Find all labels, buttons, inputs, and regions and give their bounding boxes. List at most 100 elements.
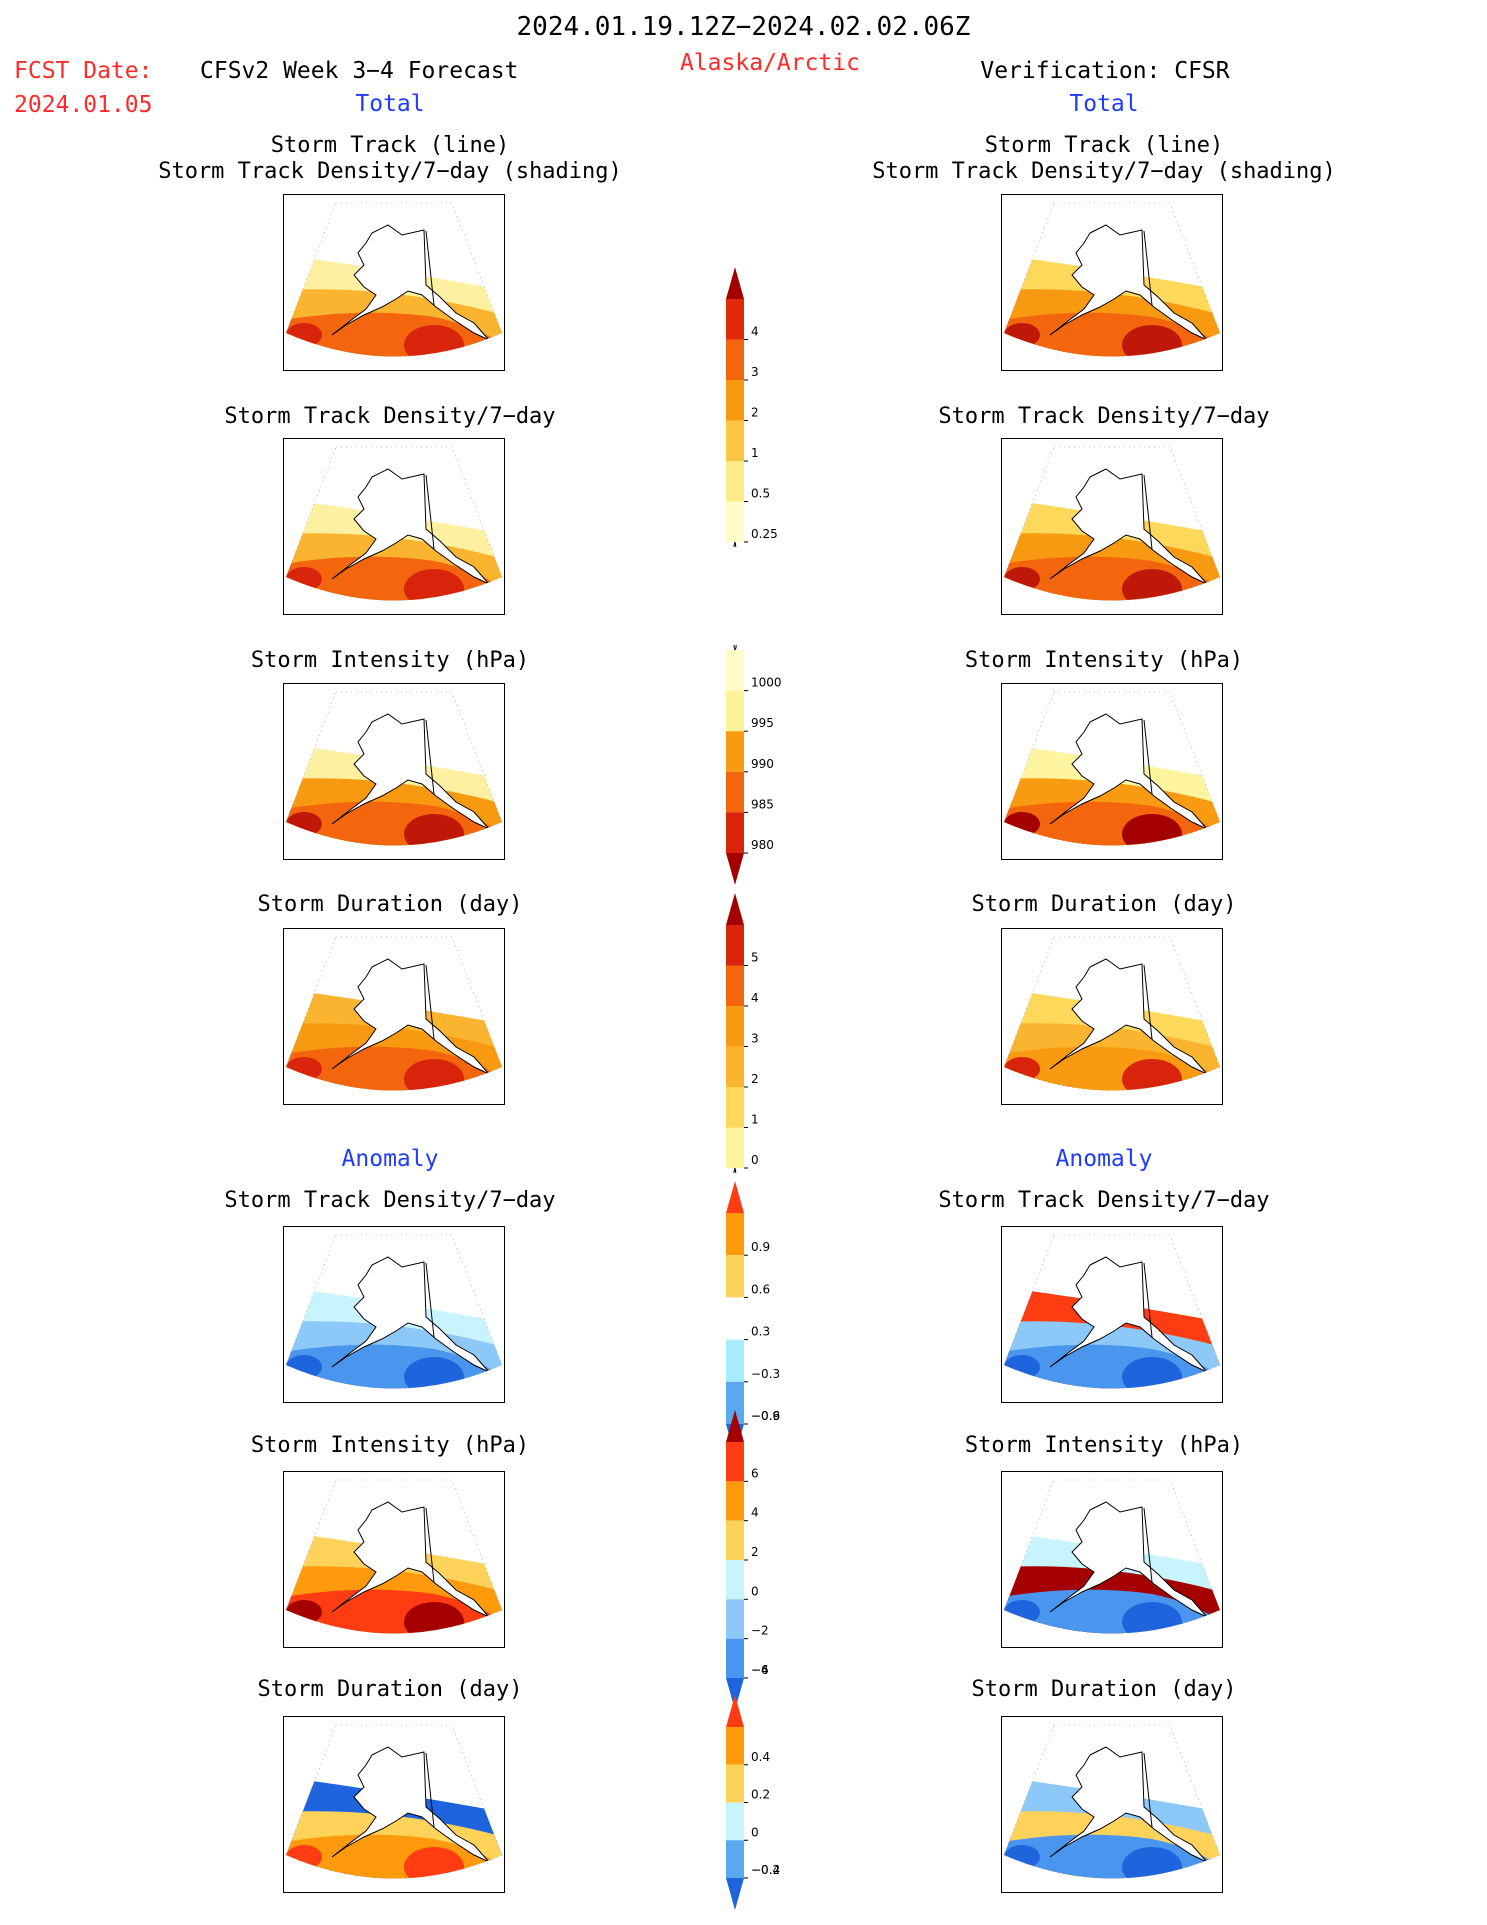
colorbar-duration-anom: 0.4 0.2 0 −0.2−0.4 [726, 1695, 780, 1910]
shade-core-west [1004, 1355, 1040, 1379]
map-panel [1001, 683, 1223, 860]
colorbar-box [726, 1727, 744, 1765]
colorbar-tick-label: 990 [751, 757, 774, 771]
canada-border [1143, 1752, 1153, 1828]
canada-border [1143, 1507, 1153, 1583]
colorbar-box [726, 1520, 744, 1560]
canada-border [1143, 1262, 1153, 1338]
alaska-coastline [1049, 468, 1208, 585]
colorbar-box [726, 1255, 744, 1298]
map-shading [1004, 1480, 1220, 1634]
shade-core [1122, 814, 1182, 846]
title-track-line-left: Storm Track (line) [270, 133, 510, 158]
fcst-date-label: FCST Date: [14, 58, 153, 84]
canada-border [1143, 230, 1153, 306]
map-svg [1003, 936, 1221, 1091]
alaska-coastline [1049, 1501, 1208, 1618]
map-shading [1004, 1725, 1220, 1879]
shade-core-west [1004, 567, 1040, 591]
colorbar-tick-label: 0.2 [751, 1788, 770, 1802]
map-shading [286, 1480, 502, 1634]
map-panel [1001, 1471, 1223, 1648]
anomaly-label-left: Anomaly [341, 1146, 439, 1172]
colorbar-tick-label: 980 [751, 838, 774, 852]
period-title: 2024.01.19.12Z−2024.02.02.06Z [516, 12, 971, 42]
canada-border [425, 1752, 435, 1828]
colorbar-box [726, 1297, 744, 1340]
colorbar-box [726, 771, 744, 813]
colorbar-arrow-top [726, 267, 744, 299]
map-shading [286, 203, 502, 357]
map-panel [283, 438, 505, 615]
shade-core-west [1004, 323, 1040, 347]
colorbar-tick-label: 995 [751, 716, 774, 730]
shade-core-west [286, 1355, 322, 1379]
title-duration-right: Storm Duration (day) [971, 892, 1237, 917]
colorbar-tick-label: 0.3 [751, 1325, 770, 1339]
map-svg [1003, 691, 1221, 846]
canada-border [1143, 474, 1153, 550]
colorbar-box [726, 339, 744, 380]
shade-core [404, 1357, 464, 1389]
total-label-right: Total [1069, 91, 1139, 117]
colorbar-duration-total: 5 4 3 2 1 0 [726, 893, 759, 1173]
shade-core [404, 1059, 464, 1091]
total-label-left: Total [355, 91, 425, 117]
map-panel [1001, 928, 1223, 1105]
colorbar-tick-label: 3 [751, 1032, 759, 1046]
alaska-coastline [331, 224, 490, 341]
map-panel [1001, 194, 1223, 371]
title-intensity-anom-right: Storm Intensity (hPa) [964, 1433, 1244, 1458]
map-svg [285, 936, 503, 1091]
colorbar-tick-label: 5 [751, 951, 759, 965]
colorbar-tick-label: −2 [751, 1624, 769, 1638]
colorbar-tick-label: 0.6 [751, 1282, 770, 1296]
shade-core [1122, 1602, 1182, 1634]
title-track-line-right: Storm Track (line) [984, 133, 1224, 158]
colorbar-tick-label: 0 [751, 1584, 759, 1598]
colorbar-box [726, 965, 744, 1006]
map-svg [1003, 1479, 1221, 1634]
shade-core-west [1004, 1600, 1040, 1624]
map-svg [1003, 1724, 1221, 1879]
alaska-coastline [1049, 713, 1208, 830]
title-density-right: Storm Track Density/7−day [938, 404, 1270, 429]
colorbar-tick-label: 0.4 [751, 1750, 770, 1764]
colorbar-box [726, 1213, 744, 1256]
colorbar-tick-label: −0.3 [751, 1367, 780, 1381]
colorbar-tail-bottom [733, 1167, 737, 1173]
colorbar-box [726, 1481, 744, 1521]
colorbar-box [726, 731, 744, 772]
map-svg [285, 1724, 503, 1879]
map-shading [1004, 1235, 1220, 1389]
title-density-anom-left: Storm Track Density/7−day [224, 1188, 556, 1213]
colorbar-tick-label: −0.9 [751, 1409, 780, 1423]
canada-border [1143, 964, 1153, 1040]
colorbar-tick-label: 0.25 [751, 527, 778, 541]
verification-title: Verification: CFSR [980, 58, 1230, 84]
shade-core [1122, 325, 1182, 357]
map-shading [286, 937, 502, 1091]
canada-border [425, 230, 435, 306]
shade-core [404, 814, 464, 846]
title-intensity-anom-left: Storm Intensity (hPa) [250, 1433, 530, 1458]
colorbar-arrow-top [726, 1181, 744, 1213]
colorbar-arrow-bottom [726, 853, 744, 885]
colorbar-intensity-total: 1000 995 990 985 980 [726, 645, 782, 885]
anomaly-label-right: Anomaly [1055, 1146, 1153, 1172]
colorbar-box [726, 1046, 744, 1087]
alaska-coastline [1049, 958, 1208, 1075]
alaska-coastline [331, 468, 490, 585]
map-svg [1003, 202, 1221, 357]
map-panel [1001, 1226, 1223, 1403]
colorbar-box [726, 690, 744, 732]
shade-core-west [286, 812, 322, 836]
map-panel [283, 1471, 505, 1648]
title-track-shading-right: Storm Track Density/7−day (shading) [872, 159, 1336, 184]
colorbar-box [726, 1006, 744, 1047]
shade-core-west [286, 323, 322, 347]
map-shading [286, 447, 502, 601]
title-intensity-right: Storm Intensity (hPa) [964, 648, 1244, 673]
map-svg [285, 1234, 503, 1389]
colorbar-box [726, 380, 744, 421]
